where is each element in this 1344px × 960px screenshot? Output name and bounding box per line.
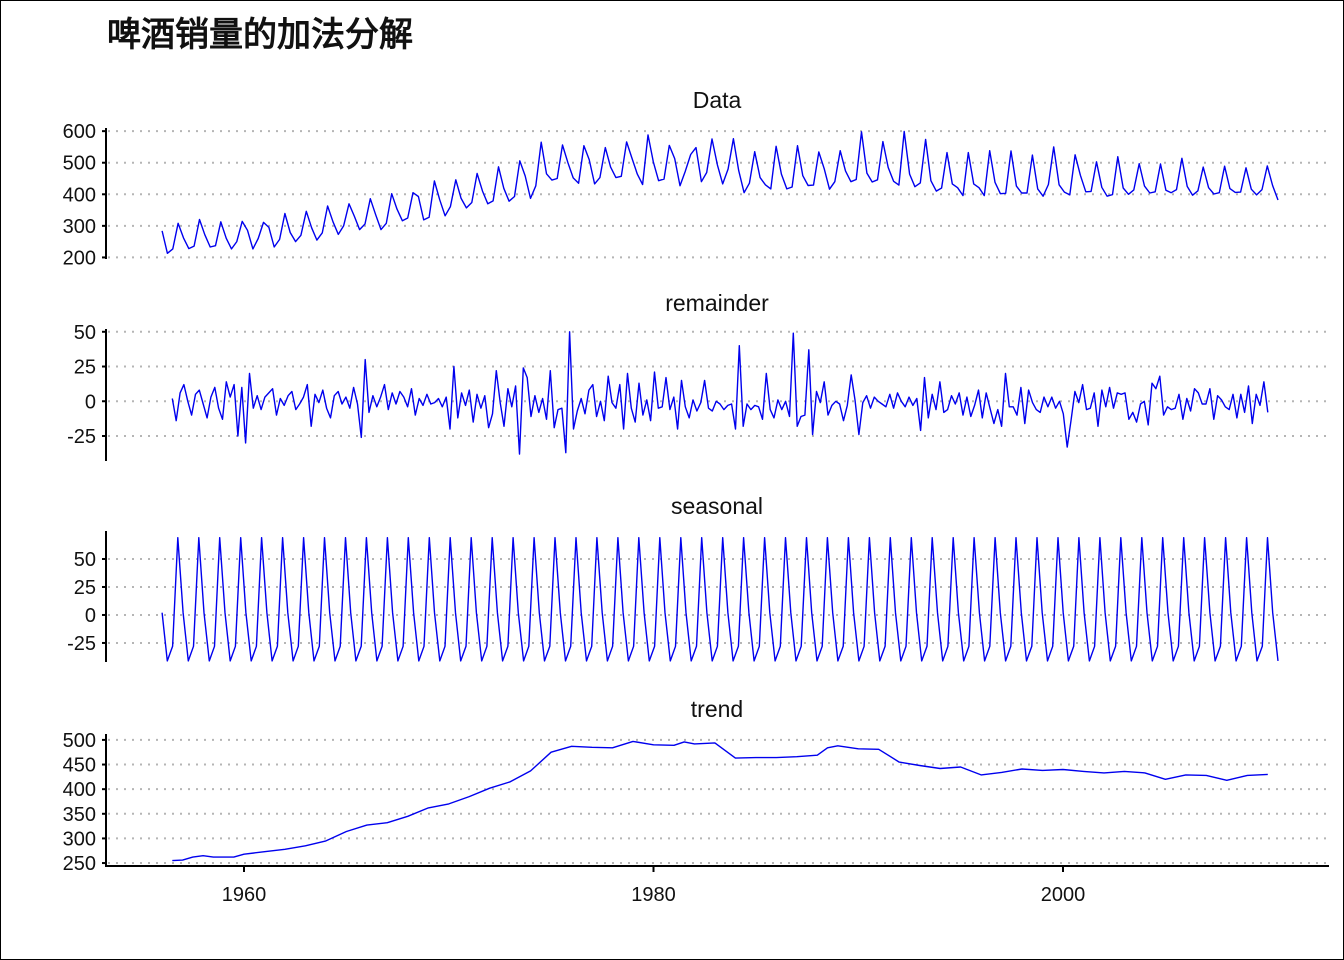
panel-title: Data bbox=[693, 87, 742, 113]
y-tick-label: 600 bbox=[63, 121, 96, 143]
panel-title: remainder bbox=[665, 290, 769, 316]
x-tick-label: 1960 bbox=[222, 884, 267, 906]
y-tick-label: 25 bbox=[74, 577, 96, 599]
y-tick-label: 400 bbox=[63, 779, 96, 801]
chart-title: 啤酒销量的加法分解 bbox=[107, 15, 413, 55]
y-tick-label: 50 bbox=[74, 549, 96, 571]
y-tick-label: 300 bbox=[63, 828, 96, 850]
y-tick-label: 450 bbox=[63, 755, 96, 777]
y-tick-label: 0 bbox=[85, 391, 96, 413]
y-tick-label: 300 bbox=[63, 216, 96, 238]
y-tick-label: 25 bbox=[74, 357, 96, 379]
y-tick-label: 400 bbox=[63, 184, 96, 206]
panel-remainder: remainder -25 0 25 50 bbox=[67, 290, 1329, 461]
panel-seasonal: seasonal -25 0 25 50 bbox=[67, 493, 1329, 662]
x-axis: 1960 1980 2000 bbox=[105, 865, 1329, 906]
y-tick-label: -25 bbox=[67, 633, 96, 655]
x-tick-label: 2000 bbox=[1041, 884, 1086, 906]
y-tick-label: 50 bbox=[74, 322, 96, 344]
y-tick-label: 500 bbox=[63, 730, 96, 752]
y-tick-label: 0 bbox=[85, 605, 96, 627]
series-line-remainder bbox=[171, 331, 1269, 455]
series-line-seasonal bbox=[161, 537, 1279, 662]
panel-title: trend bbox=[691, 696, 743, 722]
series-line-trend bbox=[172, 740, 1268, 862]
series-line-Data bbox=[161, 130, 1279, 254]
y-tick-label: -25 bbox=[67, 426, 96, 448]
panel-title: seasonal bbox=[671, 493, 763, 519]
y-tick-label: 250 bbox=[63, 853, 96, 875]
y-tick-label: 500 bbox=[63, 153, 96, 175]
y-tick-label: 350 bbox=[63, 804, 96, 826]
y-tick-label: 200 bbox=[63, 247, 96, 269]
x-tick-label: 1980 bbox=[631, 884, 676, 906]
panel-Data: Data 200 300 400 500 600 bbox=[63, 87, 1329, 269]
panels: Data200300400500600remainder-2502550seas… bbox=[63, 87, 1329, 875]
